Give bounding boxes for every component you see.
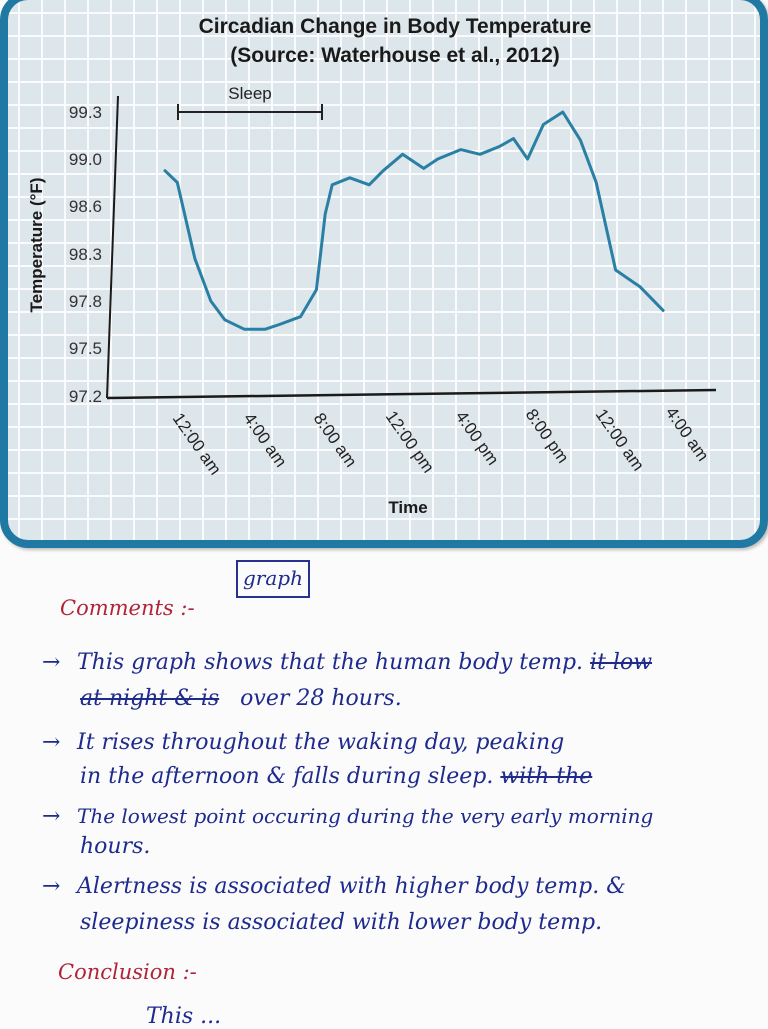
bullet-3-line-2: hours. [80, 834, 151, 859]
x-tick: 12:00 pm [382, 407, 438, 476]
x-tick: 4:00 am [240, 409, 291, 470]
bullet-3-line-1: → The lowest point occuring during the v… [42, 804, 654, 829]
y-tick: 99.3 [69, 103, 102, 122]
chart-title: Circadian Change in Body Temperature [199, 15, 592, 38]
struck-text: it low [590, 650, 653, 675]
line-chart: Circadian Change in Body Temperature (So… [27, 15, 717, 517]
arrow-icon: → [42, 804, 61, 829]
y-tick: 97.2 [69, 387, 102, 406]
bullet-4-line-1: → Alertness is associated with higher bo… [42, 874, 626, 899]
x-tick: 12:00 am [169, 409, 225, 478]
x-tick: 8:00 am [310, 409, 361, 470]
y-tick: 99.0 [69, 150, 102, 169]
arrow-icon: → [42, 650, 61, 675]
arrow-icon: → [42, 730, 61, 755]
bullet-4-line-2: sleepiness is associated with lower body… [80, 910, 603, 935]
y-tick: 98.6 [69, 197, 102, 216]
chart-frame: Circadian Change in Body Temperature (So… [0, 0, 768, 548]
handwritten-notes: graph Comments :- → This graph shows tha… [0, 548, 768, 1029]
x-axis: 12:00 am 4:00 am 8:00 am 12:00 pm 4:00 p… [106, 388, 717, 517]
y-tick: 97.5 [69, 339, 102, 358]
sleep-label: Sleep [228, 84, 271, 103]
struck-text: at night & is [80, 686, 220, 711]
x-tick: 4:00 pm [452, 407, 503, 468]
x-axis-label: Time [388, 498, 427, 517]
bullet-1-line-1: → This graph shows that the human body t… [42, 650, 653, 675]
conclusion-text: This ... [146, 1004, 222, 1029]
x-tick: 8:00 pm [522, 405, 573, 466]
sleep-annotation: Sleep [177, 84, 323, 120]
bullet-1-line-2: at night & is over 28 hours. [80, 686, 402, 711]
bullet-2-line-2: in the afternoon & falls during sleep. w… [80, 764, 593, 789]
graph-label-box: graph [236, 560, 310, 598]
y-tick: 98.3 [69, 245, 102, 264]
x-tick: 12:00 am [592, 405, 648, 474]
conclusion-heading: Conclusion :- [58, 960, 197, 984]
comments-heading: Comments :- [60, 596, 195, 620]
bullet-2-line-1: → It rises throughout the waking day, pe… [42, 730, 565, 755]
temperature-line [163, 110, 665, 331]
y-tick: 97.8 [69, 292, 102, 311]
chart-subtitle: (Source: Waterhouse et al., 2012) [230, 44, 560, 67]
y-axis: 99.3 99.0 98.6 98.3 97.8 97.5 97.2 Tempe… [27, 95, 119, 406]
arrow-icon: → [42, 874, 61, 899]
y-axis-label: Temperature (°F) [27, 178, 46, 313]
x-tick: 4:00 am [662, 403, 713, 464]
struck-text: with the [500, 764, 593, 789]
